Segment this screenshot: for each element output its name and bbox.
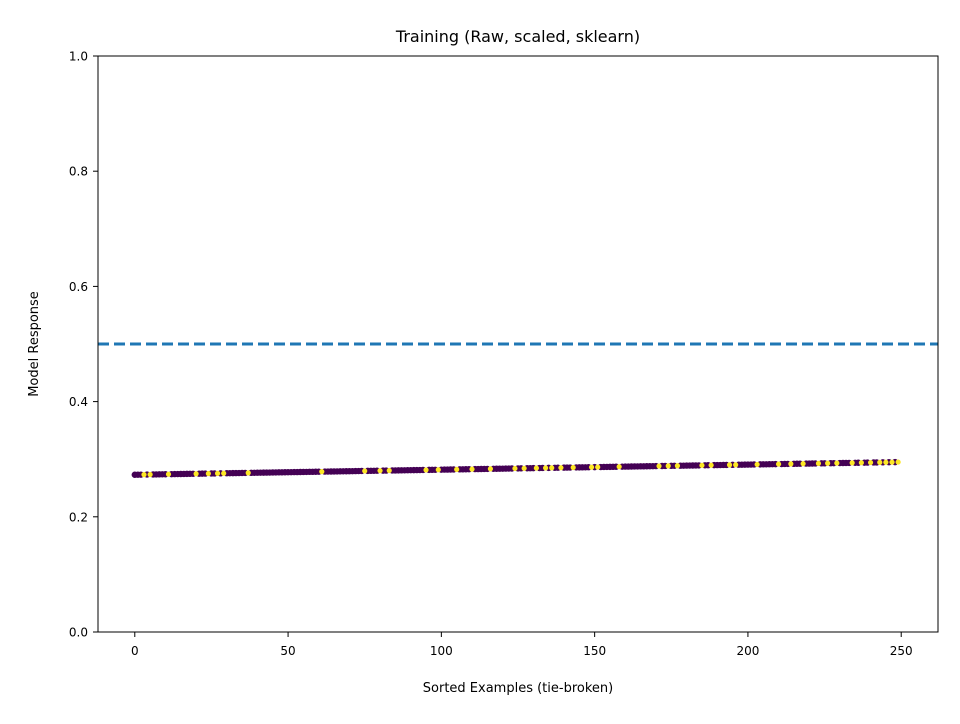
data-point-highlighted [877, 459, 883, 465]
y-tick-label: 0.6 [69, 280, 88, 294]
ticks-layer: 0 50 100 150 200 250 0.0 0.2 0.4 0.6 0.8 1.0 [69, 50, 913, 659]
data-point-highlighted [423, 467, 429, 473]
data-point-highlighted [141, 471, 147, 478]
data-point-highlighted [214, 470, 221, 476]
data-point-highlighted [377, 468, 383, 474]
x-tick-label: 200 [736, 644, 759, 658]
data-point-highlighted [656, 463, 662, 469]
data-point-highlighted [849, 460, 855, 466]
y-tick-label: 1.0 [69, 50, 88, 64]
data-point-highlighted [665, 463, 671, 469]
data-point-highlighted [825, 460, 831, 466]
data-point-highlighted [867, 459, 874, 466]
data-point-highlighted [775, 461, 782, 467]
y-tick-label: 0.8 [69, 165, 88, 179]
data-point-highlighted [895, 459, 901, 465]
data-point-highlighted [435, 467, 441, 473]
data-point-highlighted [788, 461, 794, 467]
data-point-highlighted [708, 462, 714, 468]
data-point-highlighted [570, 464, 576, 471]
y-tick-label: 0.2 [69, 510, 88, 524]
data-point-highlighted [362, 468, 368, 474]
data-point-highlighted [883, 459, 889, 465]
data-point-highlighted [221, 470, 227, 476]
data-point-highlighted [542, 465, 549, 471]
plot-layer [98, 342, 938, 478]
data-point-highlighted [726, 462, 733, 468]
data-point-highlighted [165, 471, 172, 477]
data-point-highlighted [834, 460, 840, 466]
data-point-highlighted [733, 462, 739, 468]
data-point-highlighted [193, 471, 199, 477]
data-point-highlighted [205, 470, 211, 477]
data-point-highlighted [889, 459, 895, 465]
y-axis-label: Model Response [27, 291, 42, 397]
data-point-highlighted [588, 464, 595, 470]
data-point-highlighted [674, 463, 681, 469]
x-axis-label: Sorted Examples (tie-broken) [423, 681, 613, 696]
data-point-highlighted [699, 462, 705, 468]
data-point-highlighted [147, 471, 153, 478]
chart-title: Training (Raw, scaled, sklearn) [395, 27, 640, 46]
plot-frame [97, 55, 939, 633]
data-point-highlighted [319, 469, 325, 475]
y-tick-label: 0.0 [69, 626, 88, 640]
x-tick-label: 250 [890, 644, 913, 658]
data-point-highlighted [800, 461, 806, 467]
data-point-highlighted [521, 465, 527, 471]
y-tick-label: 0.4 [69, 395, 88, 409]
data-point-highlighted [512, 465, 518, 472]
data-point-highlighted [858, 460, 864, 466]
data-point-highlighted [815, 460, 822, 467]
x-tick-label: 150 [583, 644, 606, 658]
data-point-highlighted [533, 465, 539, 471]
x-tick-label: 100 [430, 644, 453, 658]
data-point-highlighted [595, 464, 601, 470]
x-tick-label: 50 [280, 644, 295, 658]
data-point-highlighted [469, 466, 475, 472]
x-tick-label: 0 [131, 644, 139, 658]
data-point-highlighted [487, 466, 494, 472]
data-point-highlighted [558, 465, 564, 471]
data-point-highlighted [386, 467, 392, 474]
data-point-highlighted [754, 461, 760, 468]
data-point-highlighted [549, 465, 555, 471]
data-point-highlighted [245, 470, 251, 476]
data-point-highlighted [616, 464, 622, 470]
data-point-highlighted [454, 466, 460, 473]
